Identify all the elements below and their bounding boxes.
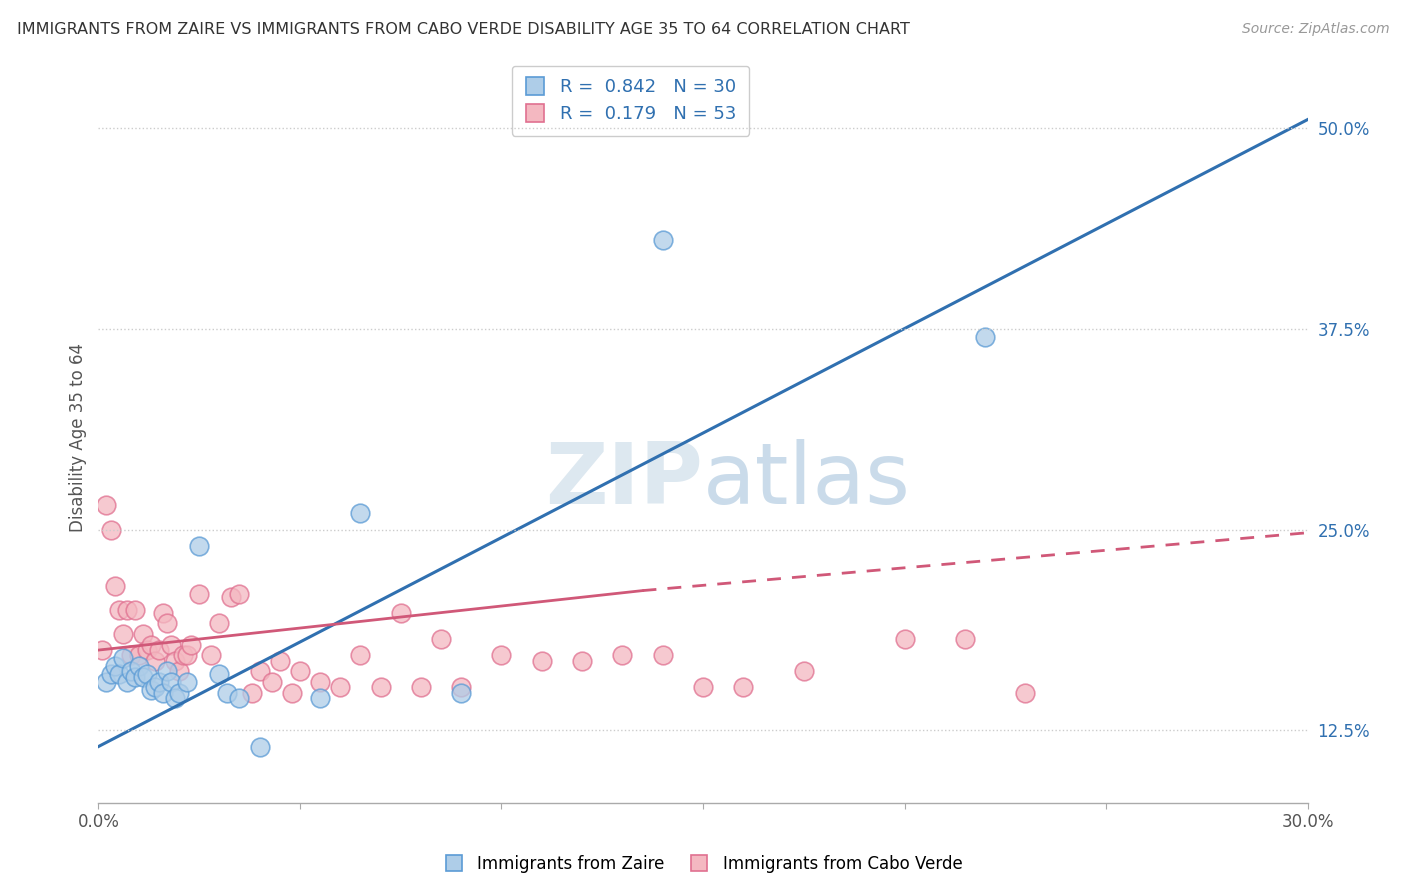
Point: [111, 651, 134, 665]
Point: [115, 603, 138, 617]
Text: Source: ZipAtlas.com: Source: ZipAtlas.com: [1241, 22, 1389, 37]
Legend: R =  0.842   N = 30, R =  0.179   N = 53: R = 0.842 N = 30, R = 0.179 N = 53: [512, 66, 749, 136]
Point: [96, 499, 118, 513]
Point: [612, 648, 634, 662]
Point: [156, 664, 179, 678]
Point: [107, 603, 129, 617]
Point: [103, 659, 125, 673]
Point: [281, 686, 304, 700]
Point: [143, 680, 166, 694]
Point: [793, 664, 815, 678]
Point: [309, 691, 332, 706]
Point: [1014, 686, 1036, 700]
Point: [893, 632, 915, 646]
Text: ZIP: ZIP: [546, 440, 703, 523]
Point: [180, 638, 202, 652]
Point: [450, 686, 472, 700]
Point: [208, 615, 231, 630]
Point: [200, 648, 222, 662]
Point: [111, 627, 134, 641]
Point: [409, 680, 432, 694]
Point: [120, 664, 142, 678]
Point: [974, 329, 997, 343]
Point: [651, 233, 673, 247]
Point: [188, 587, 211, 601]
Point: [103, 579, 125, 593]
Point: [172, 648, 194, 662]
Point: [96, 675, 118, 690]
Point: [370, 680, 392, 694]
Point: [107, 667, 129, 681]
Point: [217, 686, 239, 700]
Point: [156, 615, 179, 630]
Point: [349, 507, 371, 521]
Point: [450, 680, 472, 694]
Point: [128, 659, 150, 673]
Point: [651, 648, 673, 662]
Point: [163, 654, 186, 668]
Legend: Immigrants from Zaire, Immigrants from Cabo Verde: Immigrants from Zaire, Immigrants from C…: [437, 848, 969, 880]
Point: [100, 523, 122, 537]
Point: [148, 675, 170, 690]
Text: atlas: atlas: [703, 440, 911, 523]
Point: [249, 664, 271, 678]
Point: [167, 686, 190, 700]
Point: [148, 643, 170, 657]
Point: [120, 648, 142, 662]
Point: [349, 648, 371, 662]
Point: [329, 680, 352, 694]
Point: [115, 675, 138, 690]
Point: [221, 590, 243, 604]
Point: [160, 675, 183, 690]
Point: [163, 691, 186, 706]
Y-axis label: Disability Age 35 to 64: Disability Age 35 to 64: [69, 343, 87, 532]
Point: [91, 643, 114, 657]
Point: [389, 606, 412, 620]
Point: [530, 654, 553, 668]
Point: [160, 638, 183, 652]
Point: [128, 648, 150, 662]
Point: [953, 632, 976, 646]
Point: [132, 670, 155, 684]
Point: [143, 654, 166, 668]
Point: [152, 686, 174, 700]
Point: [260, 675, 283, 690]
Point: [124, 603, 146, 617]
Point: [491, 648, 513, 662]
Point: [692, 680, 714, 694]
Point: [571, 654, 593, 668]
Text: IMMIGRANTS FROM ZAIRE VS IMMIGRANTS FROM CABO VERDE DISABILITY AGE 35 TO 64 CORR: IMMIGRANTS FROM ZAIRE VS IMMIGRANTS FROM…: [17, 22, 910, 37]
Point: [135, 667, 157, 681]
Point: [139, 683, 162, 698]
Point: [152, 606, 174, 620]
Point: [176, 675, 198, 690]
Point: [208, 667, 231, 681]
Point: [135, 643, 157, 657]
Point: [167, 664, 190, 678]
Point: [139, 638, 162, 652]
Point: [240, 686, 263, 700]
Point: [132, 627, 155, 641]
Point: [269, 654, 291, 668]
Point: [430, 632, 453, 646]
Point: [249, 739, 271, 754]
Point: [228, 587, 250, 601]
Point: [188, 539, 211, 553]
Point: [288, 664, 311, 678]
Point: [124, 670, 146, 684]
Point: [733, 680, 755, 694]
Point: [100, 667, 122, 681]
Point: [309, 675, 332, 690]
Point: [228, 691, 250, 706]
Point: [176, 648, 198, 662]
